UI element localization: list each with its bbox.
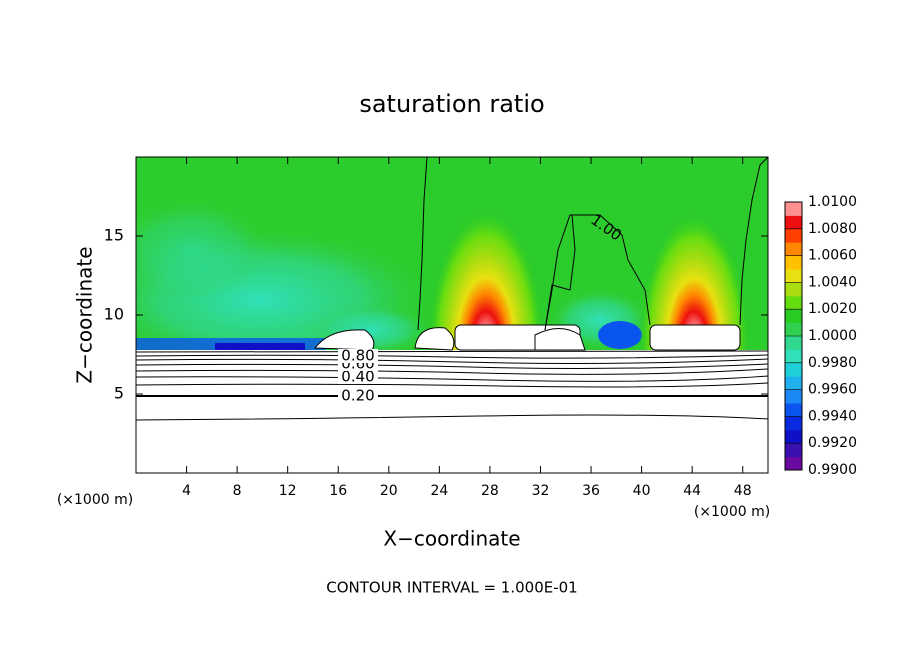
x-tick-label: 36 <box>582 483 600 499</box>
x-tick-label: 20 <box>380 483 398 499</box>
colorbar-tick-label: 0.9900 <box>808 462 857 478</box>
cloud <box>649 324 741 351</box>
colorbar-band <box>785 202 802 216</box>
colorbar-tick-label: 1.0080 <box>808 221 857 237</box>
x-axis-label: X−coordinate <box>383 527 520 551</box>
contour-lines <box>136 157 768 421</box>
cloud <box>414 327 455 351</box>
colorbar-band <box>785 228 802 243</box>
colorbar-band <box>785 255 802 270</box>
colorbar-tick-label: 0.9980 <box>808 355 857 371</box>
field-white <box>136 350 768 473</box>
x-tick-label: 48 <box>734 483 752 499</box>
colorbar-band <box>785 362 802 377</box>
colorbar-band <box>785 389 802 404</box>
colorbar-tick-label: 0.9940 <box>808 408 857 424</box>
contour-label-bg <box>338 370 378 384</box>
colorbar-tick-label: 1.0000 <box>808 328 857 344</box>
colorbar-tick-label: 1.0060 <box>808 248 857 264</box>
chart-title: saturation ratio <box>359 90 544 118</box>
colorbar-tick-label: 1.0040 <box>808 274 857 290</box>
x-tick-label: 24 <box>430 483 448 499</box>
cloud <box>314 329 375 351</box>
x-unit: (×1000 m) <box>57 492 133 508</box>
colorbar-band <box>785 309 802 324</box>
colorbar-band <box>785 215 802 230</box>
colorbar-band <box>785 376 802 391</box>
field-cold <box>215 343 305 350</box>
contour-label-bg <box>338 389 378 403</box>
x-tick-label: 40 <box>633 483 651 499</box>
colorbar-band <box>785 429 802 444</box>
x-tick-label: 28 <box>481 483 499 499</box>
x-tick-label: 8 <box>233 483 242 499</box>
field-cold <box>598 321 642 349</box>
field <box>136 157 768 473</box>
colorbar-band <box>785 269 802 283</box>
x-unit: (×1000 m) <box>694 504 770 520</box>
colorbar-band <box>785 336 802 350</box>
x-tick-label: 32 <box>532 483 550 499</box>
footer: CONTOUR INTERVAL = 1.000E-01 <box>326 579 577 597</box>
colorbar-band <box>785 349 802 364</box>
colorbar-band <box>785 282 802 297</box>
colorbar-band <box>785 456 802 471</box>
colorbar-band <box>785 403 802 417</box>
y-tick-label: 10 <box>104 305 124 324</box>
colorbar-tick-label: 0.9920 <box>808 435 857 451</box>
colorbar-band <box>785 443 802 458</box>
x-tick-label: 44 <box>683 483 701 499</box>
field-cool <box>136 200 270 300</box>
y-tick-label: 5 <box>114 384 124 403</box>
colorbar-tick-label: 1.0100 <box>808 194 857 210</box>
colorbar-band <box>785 295 802 310</box>
colorbar-band <box>785 416 802 431</box>
colorbar-tick-label: 1.0020 <box>808 301 857 317</box>
y-tick-label: 15 <box>104 226 124 245</box>
contour-label: 0.40 <box>341 368 374 386</box>
x-tick-label: 16 <box>329 483 347 499</box>
x-tick-label: 12 <box>279 483 297 499</box>
contour-label-bg <box>338 349 378 363</box>
contour-label: 0.80 <box>341 347 374 365</box>
y-axis-label: Z−coordinate <box>73 246 97 383</box>
cloud <box>534 328 586 351</box>
contour-label: 0.20 <box>341 387 374 405</box>
colorbar-tick-label: 0.9960 <box>808 382 857 398</box>
colorbar-band <box>785 242 802 257</box>
colorbar-band <box>785 322 802 337</box>
x-tick-label: 4 <box>182 483 191 499</box>
